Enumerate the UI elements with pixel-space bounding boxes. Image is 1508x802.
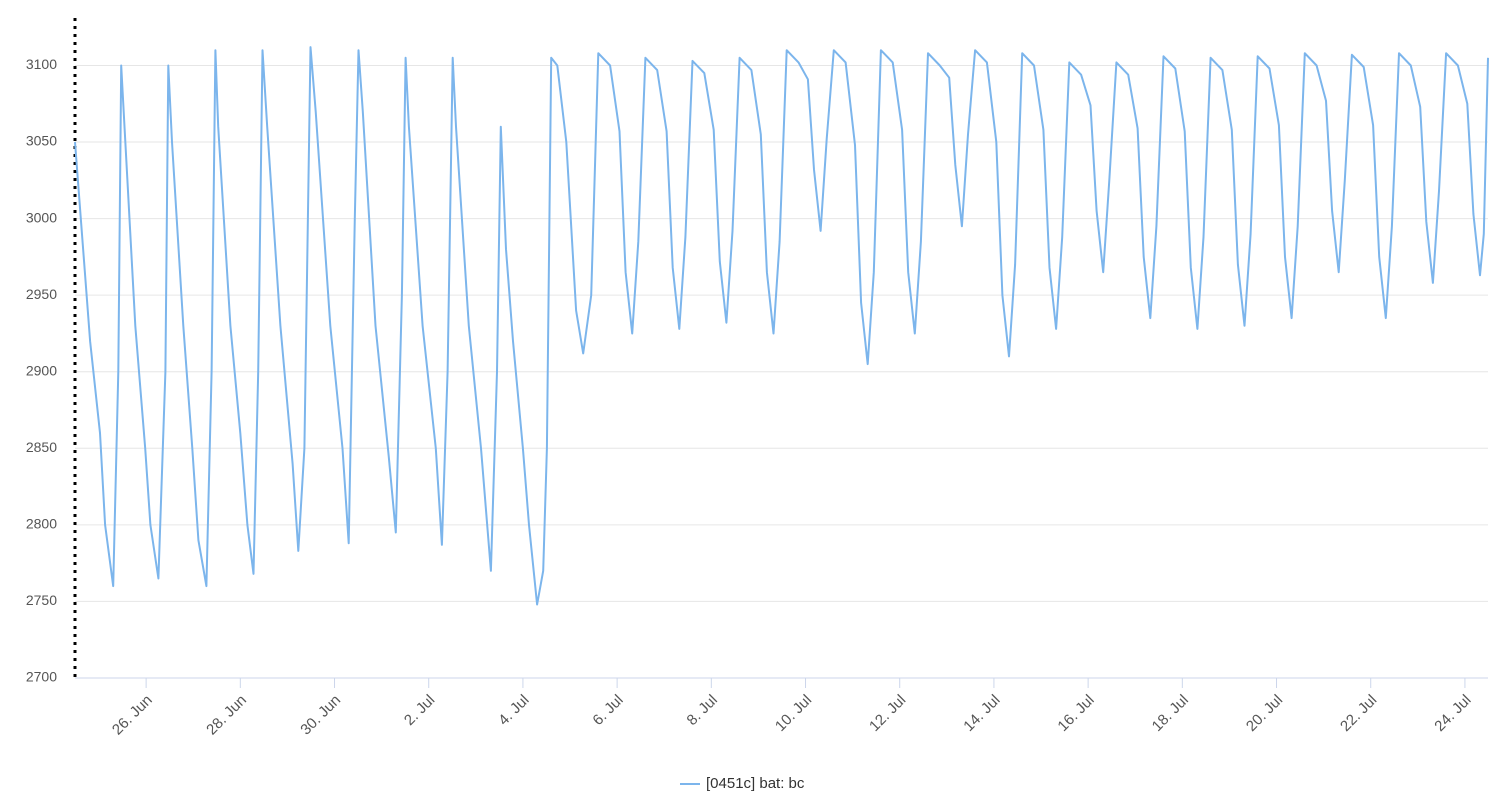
x-tick-label: 24. Jul (1431, 692, 1474, 735)
x-tick-label: 2. Jul (401, 692, 438, 729)
x-tick-label: 28. Jun (203, 692, 250, 739)
x-tick-label: 6. Jul (589, 692, 626, 729)
x-tick-label: 18. Jul (1149, 692, 1192, 735)
y-tick-label: 2950 (26, 286, 57, 302)
x-tick-label: 16. Jul (1054, 692, 1097, 735)
x-tick-label: 30. Jun (297, 692, 344, 739)
data-line (74, 46, 1489, 606)
x-tick-label: 22. Jul (1337, 692, 1380, 735)
y-tick-label: 3100 (26, 56, 57, 72)
x-tick-label: 20. Jul (1243, 692, 1286, 735)
x-tick-label: 8. Jul (684, 692, 721, 729)
x-tick-label: 12. Jul (866, 692, 909, 735)
x-tick-label: 10. Jul (772, 692, 815, 735)
legend-label: [0451c] bat: bc (706, 775, 805, 792)
y-tick-label: 2800 (26, 516, 57, 532)
y-tick-label: 2850 (26, 439, 57, 455)
y-tick-label: 2900 (26, 362, 57, 378)
x-tick-label: 4. Jul (495, 692, 532, 729)
x-tick-label: 14. Jul (960, 692, 1003, 735)
y-tick-label: 3050 (26, 133, 57, 149)
y-tick-label: 3000 (26, 209, 57, 225)
y-tick-label: 2700 (26, 669, 57, 685)
y-tick-label: 2750 (26, 592, 57, 608)
x-tick-label: 26. Jun (109, 692, 156, 739)
